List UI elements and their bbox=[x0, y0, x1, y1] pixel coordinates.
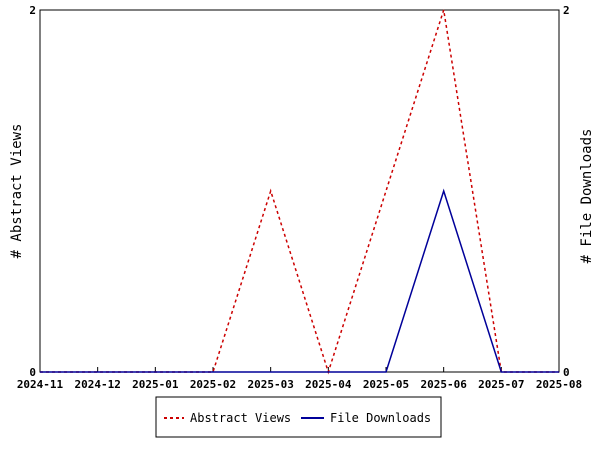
x-tick-label: 2025-04 bbox=[305, 378, 352, 391]
y-tick-label-right: 2 bbox=[563, 4, 570, 17]
legend-label-abstract-views: Abstract Views bbox=[190, 411, 291, 425]
x-tick-label: 2025-07 bbox=[478, 378, 524, 391]
x-tick-label: 2025-05 bbox=[363, 378, 409, 391]
x-tick-label: 2025-01 bbox=[132, 378, 179, 391]
x-tick-label: 2025-06 bbox=[420, 378, 467, 391]
series-line-file-downloads bbox=[40, 188, 559, 373]
x-tick-label: 2024-12 bbox=[74, 378, 120, 391]
legend-box bbox=[155, 396, 442, 438]
y-tick-label-right: 0 bbox=[563, 366, 570, 379]
series-lines bbox=[40, 9, 559, 375]
x-tick-label: 2025-03 bbox=[247, 378, 293, 391]
plot-area bbox=[39, 9, 560, 373]
y-axis-title-right: # File Downloads bbox=[579, 129, 595, 264]
y-tick-label-left: 2 bbox=[29, 4, 36, 17]
x-tick-label: 2025-02 bbox=[190, 378, 236, 391]
x-tick-label: 2025-08 bbox=[536, 378, 582, 391]
legend: Abstract Views File Downloads bbox=[155, 396, 442, 438]
y-axis-title-left: # Abstract Views bbox=[9, 124, 25, 259]
x-axis-ticks: 2024-11 2024-12 2025-01 2025-02 2025-03 2025-… bbox=[17, 367, 582, 391]
legend-label-file-downloads: File Downloads bbox=[330, 411, 431, 425]
y-tick-label-left: 0 bbox=[29, 366, 36, 379]
x-tick-label: 2024-11 bbox=[17, 378, 64, 391]
